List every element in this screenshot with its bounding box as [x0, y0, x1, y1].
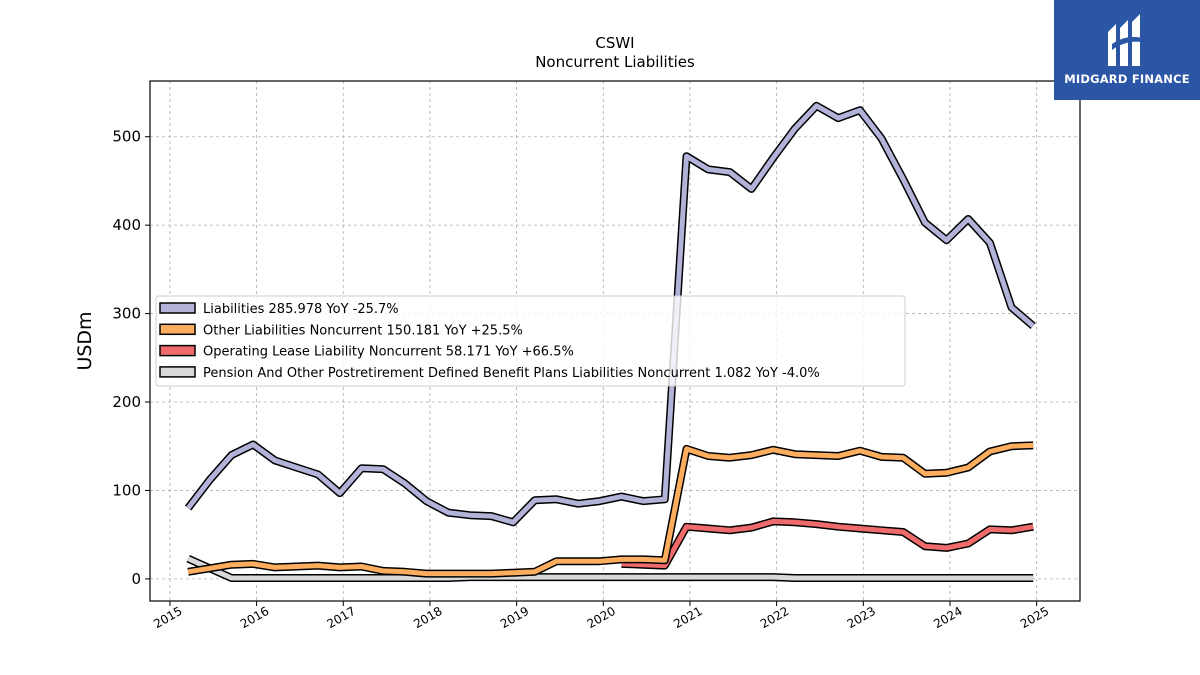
series-1: [187, 441, 1034, 578]
legend-swatch: [159, 366, 196, 378]
chart-subtitle: Noncurrent Liabilities: [535, 53, 695, 71]
x-tick-label: 2019: [498, 604, 531, 631]
y-tick-label: 0: [131, 570, 141, 588]
x-tick-label: 2015: [151, 604, 184, 631]
series-2: [621, 517, 1034, 570]
legend-box: [155, 295, 906, 387]
x-tick-label: 2023: [845, 604, 878, 631]
y-axis-label: USDm: [74, 311, 96, 370]
x-tick-label: 2024: [931, 604, 964, 631]
legend-label: Operating Lease Liability Noncurrent 58.…: [203, 345, 574, 360]
series-layer: [184, 101, 1036, 582]
legend-swatch: [159, 302, 196, 314]
series-line: [186, 103, 1035, 525]
x-axis: 2015 2016 2017 2018 2019 2020 2021 2022 2023 2024…: [151, 601, 1051, 631]
x-tick-label: 2016: [238, 604, 271, 631]
y-tick-label: 200: [112, 393, 141, 411]
plot-frame: [149, 80, 1081, 602]
x-tick-label: 2025: [1018, 604, 1051, 631]
midgard-finance-logo: MIDGARD FINANCE: [1054, 0, 1200, 100]
y-tick-label: 400: [112, 216, 141, 234]
legend-swatch: [159, 323, 196, 336]
logo-mark-icon: [1108, 14, 1142, 66]
legend: Liabilities 285.978 YoY -25.7% Other Liab…: [155, 295, 906, 387]
y-tick-label: 500: [112, 128, 141, 146]
legend-label: Other Liabilities Noncurrent 150.181 YoY…: [203, 323, 523, 338]
legend-label: Liabilities 285.978 YoY -25.7%: [203, 302, 399, 317]
series-line: [187, 442, 1034, 577]
y-tick-label: 300: [112, 305, 141, 323]
legend-label: Pension And Other Postretirement Defined…: [203, 366, 820, 381]
legend-swatch: [159, 344, 196, 357]
series-0: [184, 101, 1036, 527]
y-axis: 0 100 200 300 400 500: [112, 128, 150, 588]
y-tick-label: 100: [112, 481, 141, 499]
logo-text: MIDGARD FINANCE: [1064, 72, 1190, 86]
series-line: [187, 556, 1034, 581]
series-line: [621, 518, 1034, 569]
series-3: [186, 554, 1034, 582]
x-tick-label: 2020: [585, 604, 618, 631]
chart-title: CSWI: [595, 34, 634, 52]
x-tick-label: 2018: [411, 604, 444, 631]
x-tick-label: 2021: [671, 604, 704, 631]
x-tick-label: 2022: [758, 604, 791, 631]
series-line-outline: [187, 441, 1034, 578]
x-tick-label: 2017: [325, 604, 358, 631]
